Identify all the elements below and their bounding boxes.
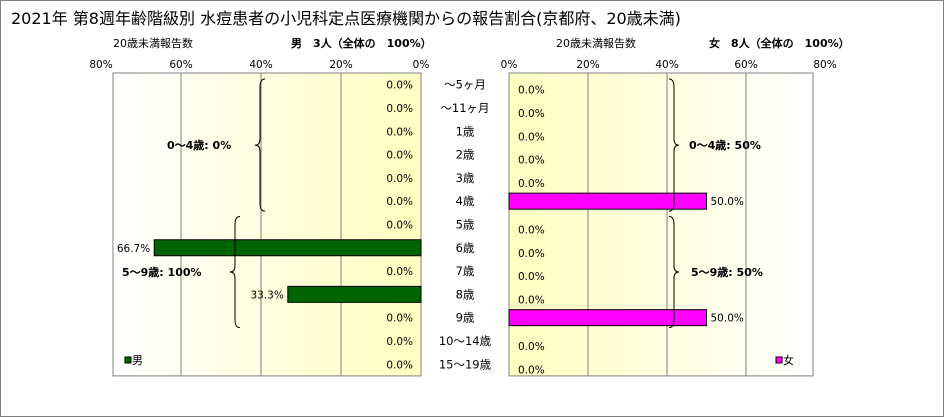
age-category-label: 15～19歳 [439, 357, 492, 371]
right-brace-5-9 [668, 215, 680, 329]
age-category-labels: ～5ヶ月 ～11ヶ月 1歳 2歳 3歳 4歳 5歳 6歳 7歳 8歳 9歳 10～14歳 15～19歳 [439, 78, 492, 372]
right-x-tick-label: 40% [655, 59, 678, 71]
left-brace-0-4 [254, 78, 266, 212]
left-legend-label: 男 [132, 354, 143, 367]
left-count-summary: 男 3人（全体の 100%） [291, 37, 432, 50]
right-data-label: 0.0% [518, 85, 545, 97]
right-legend-label: 女 [783, 353, 794, 367]
right-data-label: 0.0% [518, 341, 545, 353]
age-category-label: 4歳 [456, 194, 475, 208]
right-plot-area [508, 72, 814, 377]
right-data-label: 0.0% [518, 131, 545, 143]
right-x-tick-label: 20% [576, 59, 599, 71]
age-category-label: 3歳 [456, 171, 475, 185]
right-bar [508, 309, 707, 327]
right-data-label: 0.0% [518, 224, 545, 236]
left-x-tick-label: 20% [329, 59, 352, 71]
left-data-label: 0.0% [386, 219, 413, 231]
left-data-label: 33.3% [250, 289, 283, 301]
right-x-tick-label: 80% [813, 59, 836, 71]
right-data-label: 0.0% [518, 364, 545, 376]
right-count-summary: 女 8人（全体の 100%） [709, 37, 850, 50]
age-category-label: 9歳 [456, 311, 475, 325]
right-x-tick-label: 60% [734, 59, 757, 71]
left-data-label: 66.7% [117, 243, 150, 255]
left-count-label: 20歳未満報告数 [113, 37, 193, 50]
male-panel: 80% 60% 40% 20% 0%0.0%0.0%0.0%0.0%0.0%0.0%0.… [89, 59, 430, 377]
left-data-label: 0.0% [386, 103, 413, 115]
left-data-label: 0.0% [386, 336, 413, 348]
right-data-label: 0.0% [518, 155, 545, 167]
left-annotation-5-9: 5～9歳: 100% [122, 265, 202, 279]
age-category-label: ～11ヶ月 [440, 101, 489, 115]
left-bar [153, 239, 422, 257]
left-x-tick-label: 40% [249, 59, 272, 71]
left-x-tick-label: 80% [89, 59, 112, 71]
right-count-label: 20歳未満報告数 [556, 37, 636, 50]
left-annotation-0-4: 0～4歳: 0% [167, 138, 231, 152]
age-category-label: 1歳 [456, 124, 475, 138]
age-category-label: ～5ヶ月 [444, 78, 486, 92]
right-legend-swatch [775, 356, 783, 364]
age-category-label: 7歳 [456, 264, 475, 278]
age-category-label: 2歳 [456, 148, 475, 162]
chart-title: 2021年 第8週年齢階級別 水痘患者の小児科定点医療機関からの報告割合(京都府… [11, 9, 681, 28]
right-data-label: 0.0% [518, 108, 545, 120]
right-data-label: 50.0% [711, 196, 744, 208]
right-data-label: 50.0% [711, 313, 744, 325]
left-data-label: 0.0% [386, 313, 413, 325]
left-x-tick-label: 60% [169, 59, 192, 71]
right-data-label: 0.0% [518, 248, 545, 260]
right-data-label: 0.0% [518, 294, 545, 306]
right-annotation-5-9: 5～9歳: 50% [691, 265, 763, 279]
left-plot-area [112, 72, 422, 377]
left-data-label: 0.0% [386, 359, 413, 371]
left-data-label: 0.0% [386, 173, 413, 185]
age-category-label: 8歳 [456, 287, 475, 301]
right-x-tick-label: 0% [501, 59, 518, 71]
left-bar [287, 285, 422, 303]
age-category-label: 6歳 [456, 241, 475, 255]
right-data-label: 0.0% [518, 271, 545, 283]
right-data-label: 0.0% [518, 178, 545, 190]
left-data-label: 0.0% [386, 126, 413, 138]
right-bar [508, 192, 707, 210]
female-panel: 0% 20% 40% 60% 80% 0.0% 0.0% 0.0% 0.0% 0.0% 50.0% 0… [501, 59, 837, 377]
left-data-label: 0.0% [386, 266, 413, 278]
left-data-label: 0.0% [386, 80, 413, 92]
left-data-label: 0.0% [386, 196, 413, 208]
left-brace-5-9 [229, 215, 241, 329]
right-annotation-0-4: 0～4歳: 50% [689, 138, 761, 152]
left-legend-swatch [124, 356, 132, 364]
left-x-tick-label: 0% [413, 59, 430, 71]
age-category-label: 5歳 [456, 217, 475, 231]
left-data-label: 0.0% [386, 150, 413, 162]
age-category-label: 10～14歳 [439, 334, 492, 348]
right-brace-0-4 [668, 78, 680, 212]
